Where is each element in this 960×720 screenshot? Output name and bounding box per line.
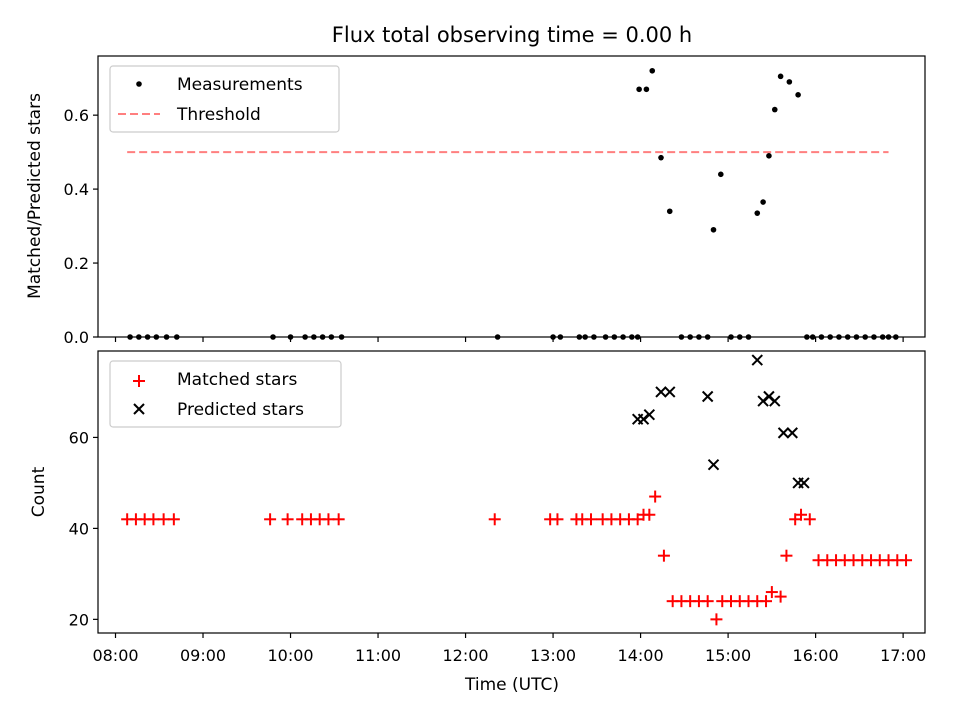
measurement-point [666,208,673,215]
measurement-point [710,226,717,233]
top-y-tick-label: 0.0 [64,328,89,347]
predicted-stars-point [664,386,676,398]
measurement-point [760,199,766,205]
legend-predicted-label: Predicted stars [177,400,304,420]
legend-matched-label: Matched stars [177,370,297,390]
legend-predicted-marker [133,403,145,415]
matched-stars-point [765,586,778,599]
matched-stars-point [900,554,913,567]
measurement-point [649,67,656,74]
bottom-plot-area [121,354,913,626]
top-y-axis: 0.0 0.2 0.4 0.6 [64,106,98,347]
measurement-point [786,79,793,85]
matched-stars-point [649,490,662,503]
matched-stars-point [147,513,160,526]
matched-stars-point [488,513,501,526]
matched-stars-point [584,513,597,526]
predicted-stars-point [786,427,798,439]
x-tick-label: 10:00 [267,646,313,665]
bottom-legend-box [109,360,342,428]
matched-stars-point [803,513,816,526]
bottom-legend: Matched stars Predicted stars [109,360,342,428]
x-tick-label: 11:00 [355,646,401,665]
matched-stars-point [657,549,670,562]
top-axes-frame [97,55,926,338]
top-y-axis-label: Matched/Predicted stars [25,93,45,299]
measurement-point [658,154,664,161]
top-x-ticks [114,337,904,342]
legend-threshold-label: Threshold [176,105,261,125]
measurement-point [777,73,784,80]
x-tick-label: 15:00 [705,646,751,665]
legend-measurements-label: Measurements [177,75,303,95]
x-tick-label: 16:00 [793,646,839,665]
top-legend-box [109,65,340,133]
measurement-point [643,86,650,93]
predicted-stars-point [777,427,790,439]
measurement-point [636,86,642,93]
x-tick-label: 13:00 [530,646,576,665]
predicted-stars-point [707,459,720,471]
x-tick-label: 09:00 [180,646,226,665]
measurement-point [771,106,778,113]
top-legend: Measurements Threshold [109,65,340,133]
top-y-tick-label: 0.4 [64,180,89,199]
x-tick-label: 12:00 [443,646,489,665]
measurement-point [766,153,772,159]
x-tick-label: 14:00 [618,646,664,665]
predicted-stars-point [798,477,810,489]
matched-stars-point [710,613,723,626]
matched-stars-point [322,513,335,526]
matched-stars-point [551,513,564,526]
x-tick-label: 08:00 [92,646,138,665]
matched-stars-point [795,508,808,521]
predicted-stars-point [751,354,763,366]
x-tick-label: 17:00 [880,646,926,665]
legend-matched-marker [133,375,145,387]
measurement-point [795,92,801,98]
bottom-panel: 20 40 60 08:00 09:00 10:00 11:00 12:00 13:00 14:… [29,350,926,695]
matched-stars-point [780,549,793,562]
predicted-stars-point [769,395,781,407]
matched-stars-point [281,513,294,526]
measurement-point [718,171,724,178]
measurement-point [754,210,761,216]
bottom-y-tick-label: 20 [69,610,89,629]
matched-stars-point [760,595,773,608]
bottom-axes-frame [97,350,926,634]
top-panel: 0.0 0.2 0.4 0.6 Matched/Predicted stars Mea… [25,55,926,347]
predicted-stars-point [701,390,714,403]
chart-title: Flux total observing time = 0.00 h [332,23,692,47]
matched-stars-point [167,513,180,526]
predicted-stars-point [643,408,656,421]
bottom-x-axis: 08:00 09:00 10:00 11:00 12:00 13:00 14:00 15:00… [92,633,926,665]
bottom-y-axis-label: Count [29,466,49,517]
bottom-y-tick-label: 40 [69,519,89,538]
top-y-tick-label: 0.6 [64,106,89,125]
top-y-tick-label: 0.2 [64,254,89,273]
legend-measurements-marker [136,81,142,87]
matched-stars-point [264,513,277,526]
x-axis-label: Time (UTC) [464,675,559,695]
bottom-y-axis: 20 40 60 [69,428,98,629]
matched-stars-point [643,508,656,521]
bottom-y-tick-label: 60 [69,428,89,447]
matched-stars-point [774,590,787,603]
matched-stars-point [332,513,345,526]
predicted-stars-point [655,386,667,398]
matched-stars-point [701,595,714,608]
matched-stars-point [157,513,170,526]
